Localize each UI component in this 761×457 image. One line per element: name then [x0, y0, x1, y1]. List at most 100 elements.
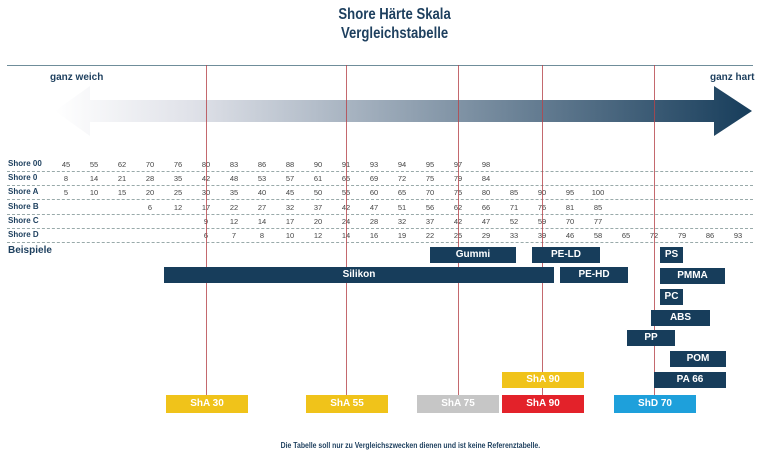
- table-cell: 70: [145, 160, 155, 169]
- table-cell: 86: [257, 160, 267, 169]
- table-cell: 66: [481, 203, 491, 212]
- table-cell: 77: [593, 217, 603, 226]
- reference-shd70: ShD 70: [614, 395, 696, 413]
- reference-sha30: ShA 30: [166, 395, 248, 413]
- table-cell: 70: [425, 188, 435, 197]
- table-row: Shore A510152025303540455055606570758085…: [7, 185, 753, 200]
- table-cell: 15: [117, 188, 127, 197]
- reference-sha75: ShA 75: [417, 395, 499, 413]
- table-cell: 53: [257, 174, 267, 183]
- table-cell: 65: [397, 188, 407, 197]
- material-pp: PP: [627, 330, 675, 346]
- table-cell: 20: [145, 188, 155, 197]
- table-cell: 50: [313, 188, 323, 197]
- table-cell: 8: [259, 231, 265, 240]
- reference-sha90-red: ShA 90: [502, 395, 584, 413]
- marker-line: [346, 65, 347, 413]
- table-cell: 81: [565, 203, 575, 212]
- table-cell: 14: [257, 217, 267, 226]
- table-cell: 90: [313, 160, 323, 169]
- table-cell: 35: [229, 188, 239, 197]
- table-row: Shore B612172227323742475156626671768185: [7, 200, 753, 215]
- header-rule: [7, 65, 753, 66]
- table-row: Shore C91214172024283237424752597077: [7, 214, 753, 229]
- table-cell: 28: [145, 174, 155, 183]
- soft-label: ganz weich: [50, 72, 104, 83]
- table-cell: 7: [231, 231, 237, 240]
- table-cell: 86: [705, 231, 715, 240]
- table-cell: 80: [481, 188, 491, 197]
- table-cell: 29: [481, 231, 491, 240]
- material-abs: ABS: [651, 310, 710, 326]
- table-cell: 60: [369, 188, 379, 197]
- table-cell: 72: [397, 174, 407, 183]
- material-pa66: PA 66: [654, 372, 726, 388]
- table-cell: 5: [63, 188, 69, 197]
- row-label: Shore 00: [8, 159, 42, 168]
- table-cell: 6: [192, 231, 220, 240]
- marker-line: [458, 65, 459, 413]
- table-cell: 12: [173, 203, 183, 212]
- material-silikon: Silikon: [164, 267, 554, 283]
- table-row: Shore 0045556270768083868890919394959798: [7, 157, 753, 172]
- title-line-1: Shore Härte Skala: [338, 6, 451, 23]
- table-cell: 79: [677, 231, 687, 240]
- material-pc: PC: [660, 289, 683, 305]
- table-cell: 25: [173, 188, 183, 197]
- table-cell: 51: [397, 203, 407, 212]
- material-pe-hd: PE-HD: [560, 267, 628, 283]
- table-cell: 93: [733, 231, 743, 240]
- table-cell: 28: [369, 217, 379, 226]
- table-cell: 56: [425, 203, 435, 212]
- reference-sha90-yellow: ShA 90: [502, 372, 584, 388]
- table-cell: 69: [369, 174, 379, 183]
- table-cell: 48: [229, 174, 239, 183]
- table-cell: 95: [425, 160, 435, 169]
- table-cell: 19: [397, 231, 407, 240]
- table-cell: 55: [89, 160, 99, 169]
- table-cell: 57: [285, 174, 295, 183]
- table-cell: 35: [173, 174, 183, 183]
- table-cell: 10: [285, 231, 295, 240]
- table-cell: 58: [593, 231, 603, 240]
- table-cell: 98: [481, 160, 491, 169]
- table-cell: 85: [509, 188, 519, 197]
- table-cell: 95: [565, 188, 575, 197]
- table-cell: 88: [285, 160, 295, 169]
- table-cell: 10: [89, 188, 99, 197]
- marker-line: [542, 65, 543, 413]
- material-pmma: PMMA: [660, 268, 725, 284]
- table-cell: 94: [397, 160, 407, 169]
- marker-line: [206, 65, 207, 413]
- table-cell: 27: [257, 203, 267, 212]
- table-cell: 52: [509, 217, 519, 226]
- table-cell: 16: [369, 231, 379, 240]
- table-cell: 83: [229, 160, 239, 169]
- marker-line: [654, 65, 655, 413]
- table-cell: 47: [481, 217, 491, 226]
- table-cell: 84: [481, 174, 491, 183]
- table-cell: 45: [61, 160, 71, 169]
- table-cell: 76: [173, 160, 183, 169]
- material-pe-ld: PE-LD: [532, 247, 600, 263]
- material-ps: PS: [660, 247, 683, 263]
- table-cell: 20: [313, 217, 323, 226]
- row-label: Shore A: [8, 187, 39, 196]
- table-row: Shore D678101214161922252933394658657279…: [7, 228, 753, 243]
- table-cell: 37: [313, 203, 323, 212]
- hard-label: ganz hart: [710, 72, 755, 83]
- table-cell: 65: [621, 231, 631, 240]
- table-cell: 62: [117, 160, 127, 169]
- table-cell: 70: [565, 217, 575, 226]
- table-cell: 12: [313, 231, 323, 240]
- examples-label: Beispiele: [8, 245, 52, 256]
- table-cell: 37: [425, 217, 435, 226]
- row-label: Shore 0: [8, 173, 38, 182]
- table-cell: 12: [229, 217, 239, 226]
- material-pom: POM: [670, 351, 726, 367]
- table-cell: 9: [192, 217, 220, 226]
- table-cell: 32: [285, 203, 295, 212]
- table-cell: 22: [229, 203, 239, 212]
- table-cell: 61: [313, 174, 323, 183]
